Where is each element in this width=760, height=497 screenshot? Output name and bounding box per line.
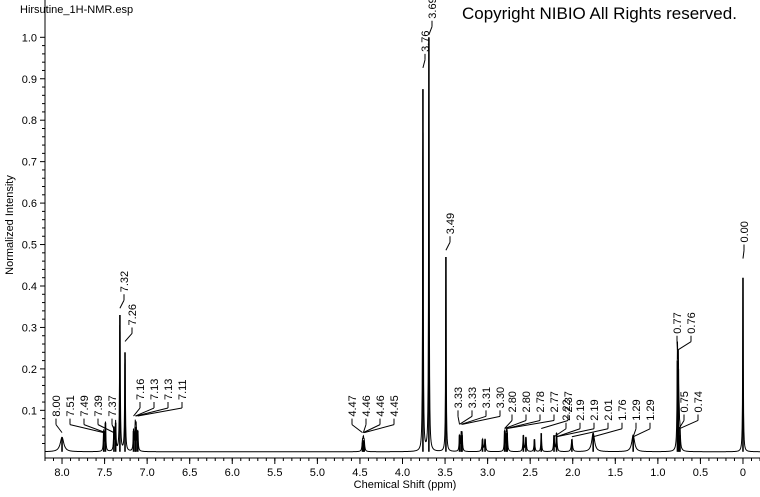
peak-label: 2.19 bbox=[575, 399, 587, 420]
peak-label: 3.49 bbox=[445, 213, 457, 234]
y-tick-label: 0.2 bbox=[22, 364, 37, 376]
peak-label: 0.77 bbox=[672, 312, 684, 333]
peak-label: 0.75 bbox=[679, 391, 691, 412]
peak-label: 0.00 bbox=[739, 221, 751, 242]
x-tick-label: 0.5 bbox=[693, 467, 708, 479]
peak-label: 2.01 bbox=[603, 399, 615, 420]
peak-label: 3.76 bbox=[420, 30, 432, 51]
peak-leader bbox=[458, 416, 460, 424]
peak-label: 3.30 bbox=[495, 387, 507, 408]
peak-label: 7.32 bbox=[119, 271, 131, 292]
peak-label: 1.29 bbox=[631, 399, 643, 420]
x-axis-label: Chemical Shift (ppm) bbox=[354, 479, 457, 491]
peak-label: 3.69 bbox=[427, 0, 439, 19]
x-tick-label: 1.5 bbox=[608, 467, 623, 479]
x-tick-label: 6.0 bbox=[225, 467, 240, 479]
peak-label: 7.37 bbox=[107, 395, 119, 416]
peak-label: 3.33 bbox=[453, 387, 465, 408]
peak-label: 4.45 bbox=[389, 395, 401, 416]
x-tick-label: 1.0 bbox=[650, 467, 665, 479]
y-tick-label: 0.7 bbox=[22, 157, 37, 169]
y-tick-label: 0.4 bbox=[22, 281, 37, 293]
peak-label: 1.29 bbox=[645, 399, 657, 420]
peak-leader bbox=[56, 425, 62, 433]
x-tick-label: 4.5 bbox=[352, 467, 367, 479]
x-tick-label: 5.5 bbox=[267, 467, 282, 479]
copyright-notice: Copyright NIBIO All Rights reserved. bbox=[462, 4, 737, 24]
peak-label: 4.46 bbox=[361, 395, 373, 416]
peak-leader bbox=[352, 425, 362, 433]
peak-label: 4.47 bbox=[347, 395, 359, 416]
peak-label: 7.11 bbox=[177, 379, 189, 400]
peak-label: 7.13 bbox=[163, 379, 175, 400]
x-tick-label: 7.5 bbox=[97, 467, 112, 479]
x-tick-label: 0 bbox=[740, 467, 746, 479]
y-tick-label: 0.3 bbox=[22, 322, 37, 334]
peak-leader bbox=[125, 333, 132, 341]
peak-label: 7.26 bbox=[127, 304, 139, 325]
peak-leader bbox=[423, 60, 425, 68]
peak-leader bbox=[743, 251, 744, 259]
peak-label: 0.74 bbox=[693, 391, 705, 412]
peak-label: 1.76 bbox=[617, 399, 629, 420]
peak-label: 0.76 bbox=[686, 312, 698, 333]
peak-label: 7.13 bbox=[149, 379, 161, 400]
x-tick-label: 7.0 bbox=[139, 467, 154, 479]
peak-label: 7.51 bbox=[65, 395, 77, 416]
x-tick-label: 6.5 bbox=[182, 467, 197, 479]
peak-label: 7.39 bbox=[93, 395, 105, 416]
x-tick-label: 5.0 bbox=[310, 467, 325, 479]
peak-label: 2.22 bbox=[561, 399, 573, 420]
peak-label: 7.16 bbox=[135, 379, 147, 400]
peak-label: 2.80 bbox=[521, 391, 533, 412]
peak-leader bbox=[678, 342, 691, 350]
x-tick-label: 2.0 bbox=[565, 467, 580, 479]
peak-leader bbox=[446, 242, 450, 250]
peak-label: 8.00 bbox=[51, 395, 63, 416]
peak-label: 2.80 bbox=[507, 391, 519, 412]
x-tick-label: 4.0 bbox=[395, 467, 410, 479]
peak-label: 7.49 bbox=[79, 395, 91, 416]
x-tick-label: 3.0 bbox=[480, 467, 495, 479]
peak-leader bbox=[593, 429, 622, 437]
x-tick-label: 8.0 bbox=[54, 467, 69, 479]
y-tick-label: 0.1 bbox=[22, 405, 37, 417]
peak-label: 2.19 bbox=[589, 399, 601, 420]
peak-leader bbox=[120, 300, 124, 308]
y-tick-label: 0.5 bbox=[22, 240, 37, 252]
peak-leader bbox=[364, 425, 394, 433]
y-tick-label: 1.0 bbox=[22, 32, 37, 44]
peak-label: 2.77 bbox=[549, 391, 561, 412]
peak-label: 4.46 bbox=[375, 395, 387, 416]
peak-label: 3.31 bbox=[481, 387, 493, 408]
y-tick-label: 0.8 bbox=[22, 115, 37, 127]
y-tick-label: 0.9 bbox=[22, 74, 37, 86]
peak-label: 2.78 bbox=[535, 391, 547, 412]
file-name: Hirsutine_1H-NMR.esp bbox=[20, 4, 133, 16]
peak-label: 3.33 bbox=[467, 387, 479, 408]
x-tick-label: 2.5 bbox=[523, 467, 538, 479]
y-axis-label: Normalized Intensity bbox=[4, 175, 16, 275]
x-tick-label: 3.5 bbox=[437, 467, 452, 479]
y-tick-label: 0.6 bbox=[22, 198, 37, 210]
